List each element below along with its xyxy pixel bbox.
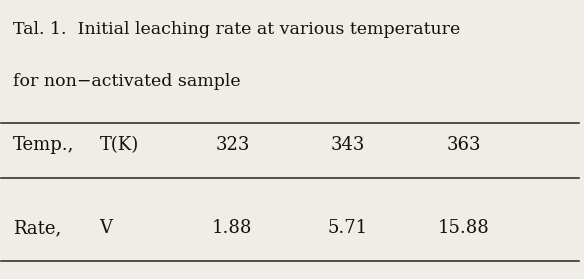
Text: 343: 343 bbox=[331, 136, 365, 154]
Text: 1.88: 1.88 bbox=[212, 219, 253, 237]
Text: V: V bbox=[99, 219, 113, 237]
Text: Tal. 1.  Initial leaching rate at various temperature: Tal. 1. Initial leaching rate at various… bbox=[13, 21, 460, 38]
Text: 15.88: 15.88 bbox=[437, 219, 489, 237]
Text: Rate,: Rate, bbox=[13, 219, 61, 237]
Text: for non−activated sample: for non−activated sample bbox=[13, 73, 241, 90]
Text: 323: 323 bbox=[215, 136, 249, 154]
Text: T(K): T(K) bbox=[99, 136, 139, 154]
Text: 363: 363 bbox=[446, 136, 481, 154]
Text: Temp.,: Temp., bbox=[13, 136, 74, 154]
Text: 5.71: 5.71 bbox=[328, 219, 368, 237]
